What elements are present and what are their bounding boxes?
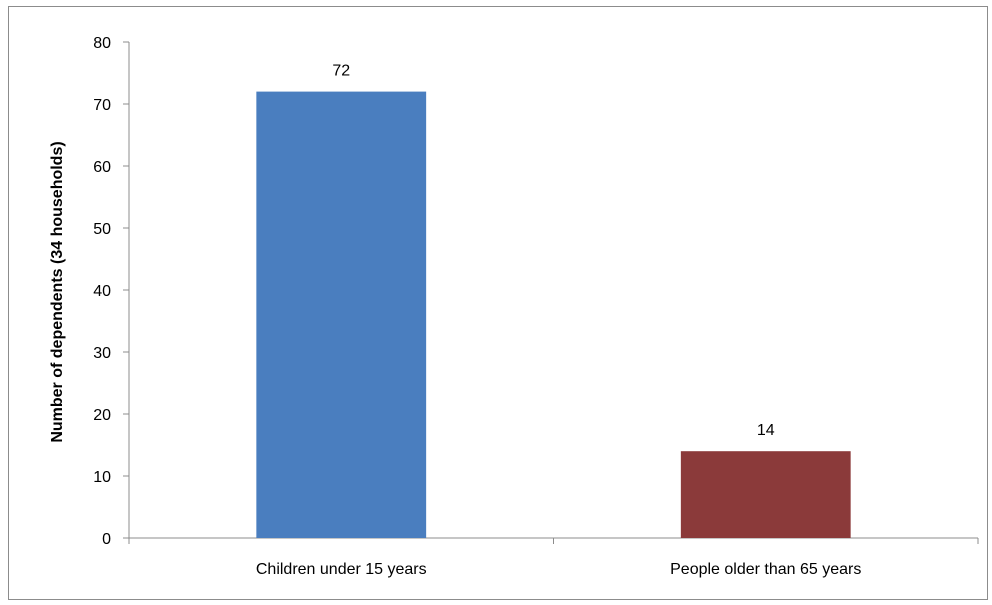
data-labels: 72 14 [332,63,774,440]
y-tick-label: 30 [93,345,111,362]
x-category-label: Children under 15 years [256,561,427,578]
bars [256,91,851,538]
y-tick-label: 0 [102,531,111,548]
bar [256,91,427,538]
data-label: 14 [757,422,775,439]
y-tick-label: 60 [93,159,111,176]
y-tick-label: 10 [93,469,111,486]
y-tick-label: 20 [93,407,111,424]
x-category-label: People older than 65 years [670,561,861,578]
bar [680,451,851,538]
x-axis: Children under 15 years People older than… [128,537,979,578]
y-tick-label: 80 [93,35,111,52]
y-tick-label: 50 [93,221,111,238]
y-axis-title: Number of dependents (34 households) [49,141,66,442]
y-tick-label: 40 [93,283,111,300]
y-tick-label: 70 [93,97,111,114]
data-label: 72 [332,63,350,80]
y-axis: 0 10 20 30 40 50 60 70 80 [93,35,130,548]
